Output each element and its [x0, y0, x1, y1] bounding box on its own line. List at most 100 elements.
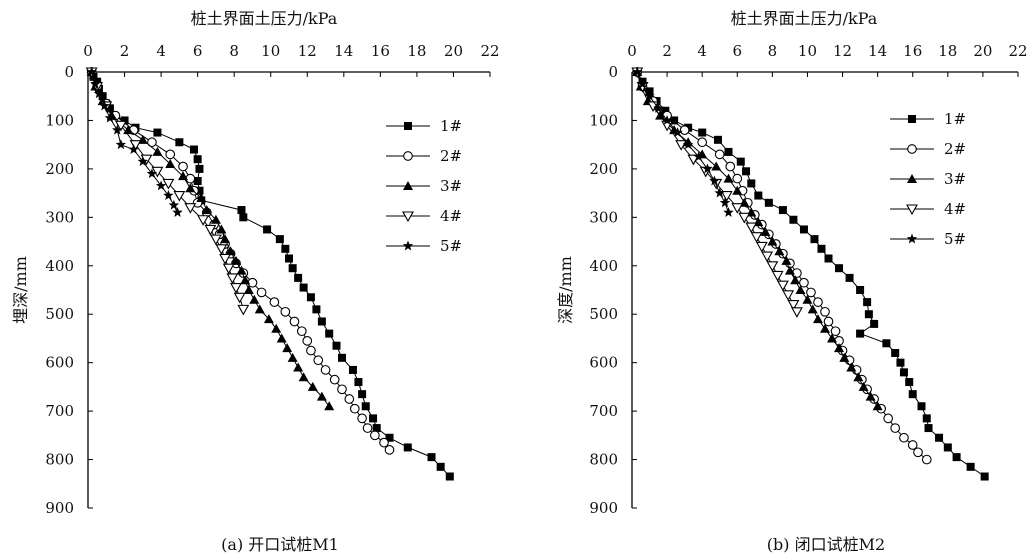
data-point [653, 102, 664, 113]
legend-item: 5# [386, 237, 462, 255]
series-2 [86, 67, 395, 455]
data-point [294, 273, 303, 282]
data-point [196, 192, 207, 202]
x-tick-label: 16 [903, 42, 922, 60]
x-tick-label: 20 [444, 42, 463, 60]
y-tick-label: 900 [589, 499, 618, 517]
legend-label: 5# [944, 230, 966, 248]
data-point [750, 232, 763, 243]
data-point [698, 128, 707, 137]
data-point [168, 199, 180, 210]
chart-caption: (b) 闭口试桩M2 [767, 535, 885, 554]
legend-label: 1# [440, 117, 462, 135]
series-line [91, 71, 451, 477]
x-tick-label: 8 [229, 42, 239, 60]
x-tick-label: 10 [261, 42, 280, 60]
data-point [754, 191, 763, 200]
y-tick-label: 0 [608, 63, 618, 81]
x-tick-label: 16 [371, 42, 390, 60]
data-point [384, 445, 395, 455]
data-point [358, 390, 367, 399]
data-point [713, 135, 722, 144]
x-tick-label: 14 [334, 42, 353, 60]
data-point [835, 264, 844, 273]
data-point [813, 297, 823, 307]
data-point [287, 352, 298, 362]
data-point [178, 171, 189, 181]
data-point [269, 297, 280, 307]
data-point [693, 151, 704, 162]
data-point [237, 206, 246, 215]
data-point [714, 187, 725, 198]
y-tick-label: 100 [45, 111, 74, 129]
axes: 0 2 4 6 8 10 12 14 16 18 20 22 0 100 200 300 400 500 600 70… [589, 42, 1027, 517]
data-point [307, 381, 318, 391]
x-tick-label: 6 [193, 42, 203, 60]
series-5 [632, 66, 734, 217]
data-point [302, 336, 313, 346]
data-point [114, 120, 127, 132]
data-point [237, 304, 250, 316]
data-point [782, 290, 795, 301]
data-point [771, 270, 784, 282]
data-point [231, 255, 242, 265]
data-point [899, 432, 909, 443]
data-point [760, 226, 771, 236]
data-point [306, 345, 316, 356]
data-point [644, 90, 655, 101]
data-point [427, 453, 436, 462]
data-point [720, 190, 733, 202]
legend-item: 5# [890, 230, 966, 248]
data-point [137, 156, 149, 167]
data-point [344, 394, 355, 404]
data-point [789, 215, 798, 224]
data-point [723, 173, 734, 183]
data-point [99, 100, 110, 111]
data-point [357, 413, 367, 424]
axes: 0 2 4 6 8 10 12 14 16 18 20 22 0 100 200 300 400 500 600 70… [45, 42, 499, 517]
data-point [337, 384, 347, 395]
chart-panel-a: 桩土界面土压力/kPa 埋深/mm (a) 开口试桩M1 0 2 4 6 8 10 12 14… [11, 9, 500, 554]
data-point [661, 114, 673, 125]
data-point [846, 362, 857, 372]
legend-item: 3# [890, 170, 966, 188]
data-point [210, 214, 221, 224]
data-point [709, 175, 720, 186]
data-point [891, 348, 900, 357]
data-point [152, 146, 163, 156]
x-tick-label: 6 [732, 42, 742, 60]
data-point [128, 144, 139, 154]
data-point [316, 391, 327, 401]
data-point [369, 414, 378, 423]
legend-item: 1# [890, 110, 966, 128]
data-point [372, 424, 381, 433]
data-point [93, 88, 105, 99]
data-point [317, 317, 326, 326]
data-point [86, 66, 97, 77]
data-point [820, 306, 830, 317]
data-point [899, 368, 908, 377]
data-point [817, 244, 826, 253]
data-point [719, 197, 731, 208]
data-point [896, 358, 905, 367]
y-tick-label: 500 [589, 305, 618, 323]
data-point [790, 307, 803, 318]
data-point [225, 246, 236, 256]
data-point [162, 178, 175, 190]
data-point [882, 339, 891, 348]
data-point [723, 206, 734, 217]
x-tick-label: 0 [83, 42, 93, 60]
data-point [215, 244, 228, 255]
data-point [146, 168, 158, 179]
data-point [806, 287, 816, 298]
data-point [175, 138, 184, 147]
data-point [204, 224, 217, 236]
x-tick-label: 0 [627, 42, 637, 60]
data-point [197, 215, 210, 226]
y-tick-label: 400 [45, 257, 74, 275]
data-point [362, 423, 373, 433]
data-point [193, 155, 202, 164]
data-point [293, 362, 304, 372]
y-axis-title: 埋深/mm [11, 256, 30, 324]
